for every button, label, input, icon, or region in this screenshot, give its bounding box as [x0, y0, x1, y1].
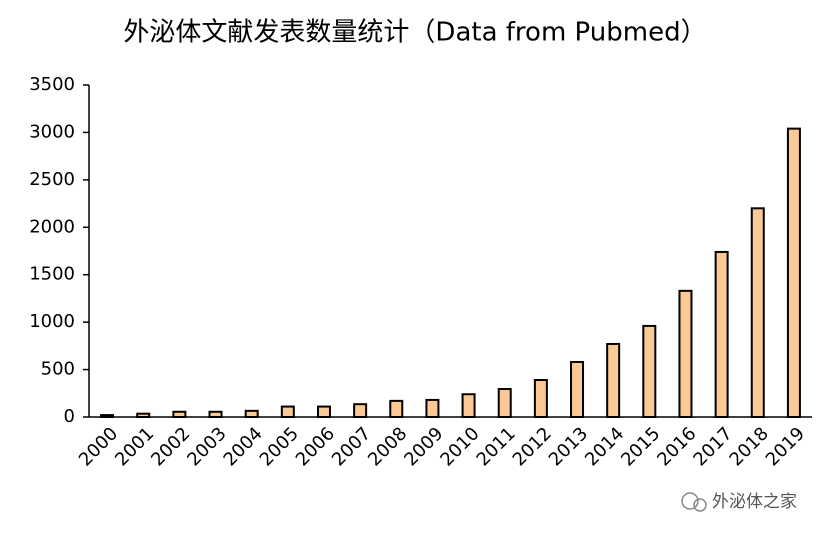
bar — [497, 388, 512, 419]
bar — [280, 405, 295, 418]
bar — [678, 289, 693, 418]
x-tick-label: 2014 — [581, 423, 628, 470]
bar — [786, 127, 801, 419]
x-tick-label: 2010 — [436, 423, 483, 470]
bar — [425, 398, 440, 419]
x-tick-label: 2001 — [111, 423, 158, 470]
x-tick-label: 2018 — [726, 423, 773, 470]
bar — [533, 379, 548, 418]
x-tick-label: 2011 — [473, 423, 520, 470]
y-tick-label: 0 — [64, 406, 75, 427]
bar — [642, 324, 657, 418]
bar — [353, 403, 368, 418]
x-tick-label: 2008 — [364, 423, 411, 470]
bar — [100, 414, 115, 418]
watermark-icon — [681, 492, 707, 512]
y-tick-label: 3000 — [29, 121, 75, 142]
y-tick-label: 1500 — [29, 264, 75, 285]
x-tick-label: 2016 — [653, 423, 700, 470]
x-tick-label: 2007 — [328, 423, 375, 470]
bar — [316, 405, 331, 418]
x-tick-label: 2000 — [75, 423, 122, 470]
bar — [570, 360, 585, 418]
x-tick-label: 2015 — [617, 423, 664, 470]
bar — [136, 412, 151, 418]
x-tick-label: 2004 — [220, 423, 267, 470]
y-tick-label: 500 — [41, 359, 75, 380]
bar — [606, 342, 621, 418]
bar — [172, 410, 187, 419]
y-tick-label: 2500 — [29, 169, 75, 190]
x-tick-label: 2012 — [509, 423, 556, 470]
bar — [714, 250, 729, 418]
x-tick-label: 2005 — [256, 423, 303, 470]
bar — [461, 393, 476, 418]
x-tick-label: 2013 — [545, 423, 592, 470]
bar — [750, 207, 765, 418]
bar — [389, 399, 404, 419]
x-tick-label: 2019 — [762, 423, 809, 470]
y-tick-label: 3500 — [29, 74, 75, 95]
x-tick-label: 2017 — [689, 423, 736, 470]
x-tick-label: 2006 — [292, 423, 339, 470]
chart-title: 外泌体文献发表数量统计（Data from Pubmed） — [123, 18, 706, 48]
x-tick-label: 2002 — [147, 423, 194, 470]
x-tick-label: 2003 — [183, 423, 230, 470]
y-tick-label: 2000 — [29, 216, 75, 237]
watermark: 外泌体之家 — [712, 492, 797, 512]
bar — [208, 410, 223, 419]
bar — [244, 409, 259, 419]
x-tick-label: 2009 — [400, 423, 447, 470]
y-tick-label: 1000 — [29, 311, 75, 332]
